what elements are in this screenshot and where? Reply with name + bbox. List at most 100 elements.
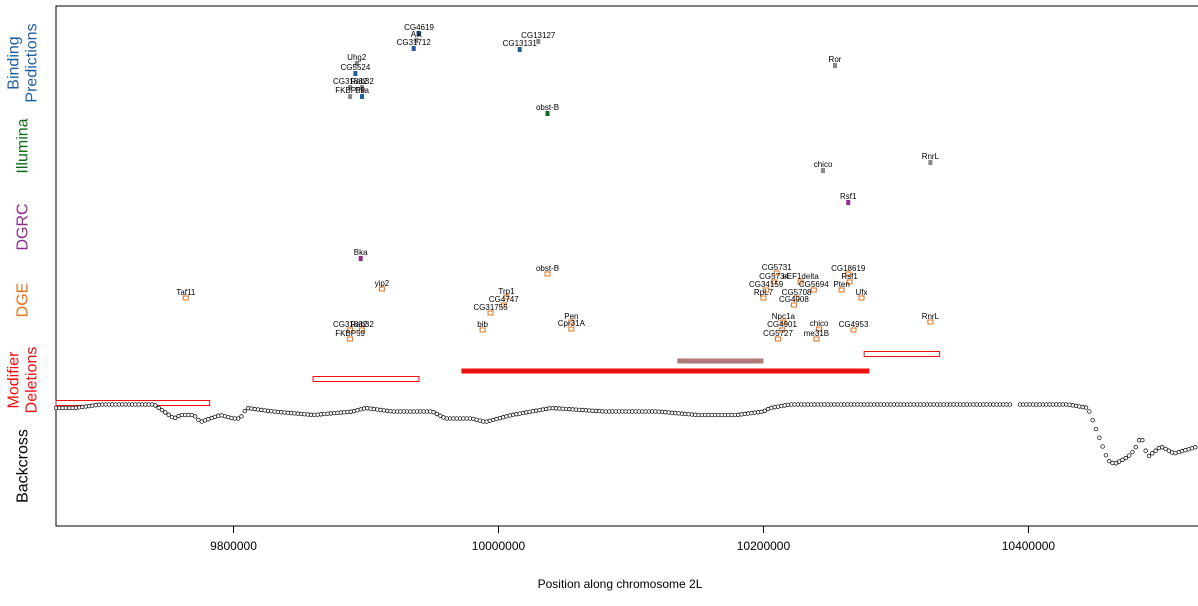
track-label-binding: Predictions [24,23,41,102]
gene-marker [359,327,366,333]
backcross-point [438,413,443,418]
backcross-point [762,408,767,413]
gene-label: CG5524 [341,63,371,72]
backcross-point [1133,445,1138,450]
backcross-point [156,405,161,410]
track-label-modifier: Modifier [6,351,23,409]
track-label-modifier: Deletions [24,347,41,414]
gene-label: Alk [411,30,423,39]
backcross-point [163,410,168,415]
backcross-point [1007,402,1013,407]
gene-marker [780,319,787,325]
gene-label: CG5708 [782,288,812,297]
backcross-point [1163,446,1168,452]
gene-marker [411,46,416,51]
deletion-bar [461,368,870,374]
gene-marker [517,47,522,52]
gene-marker [414,38,419,43]
gene-marker [568,326,575,332]
gene-label: CG4747 [489,295,519,304]
gene-label: CG5734 [759,272,789,281]
gene-label: Pka [355,86,369,95]
gene-marker [544,271,551,277]
gene-label: CG5694 [799,280,829,289]
backcross-point [153,403,158,408]
gene-marker [816,326,823,332]
gene-marker [813,336,820,342]
gene-marker [790,302,797,308]
gene-label: Uhg2 [347,53,367,62]
x-axis-title: Position along chromosome 2L [538,577,703,591]
gene-marker [797,279,804,285]
backcross-point [1153,448,1158,453]
track-label-dgrc: DGRC [15,203,32,250]
plot-frame [55,5,1198,527]
gene-marker [348,85,353,90]
gene-marker [771,279,778,285]
gene-marker [793,295,800,301]
backcross-point [1160,445,1165,450]
gene-label: CG31712 [397,38,432,47]
gene-label: Rsf1 [841,272,858,281]
gene-label: RnrL [922,312,940,321]
backcross-point [239,414,244,419]
track-label-backcross: Backcross [15,429,32,503]
backcross-point [1140,438,1145,443]
gene-label: Rab32 [350,77,374,86]
gene-label: Pten [833,280,849,289]
gene-label: RpL7 [754,288,774,297]
gene-marker [773,270,780,276]
backcross-point [242,409,247,414]
gene-label: Rsf1 [840,192,857,201]
gene-label: Rab32 [350,320,374,329]
gene-marker [503,294,510,300]
gene-label: RnrL [922,152,940,161]
gene-marker [347,327,354,333]
gene-label: Pen [564,312,578,321]
backcross-point [1117,459,1122,464]
gene-label: CG4953 [839,320,869,329]
gene-label: obst-B [536,264,559,273]
gene-marker [354,61,359,66]
deletion-bar [677,358,764,364]
backcross-point [431,410,436,415]
gene-label: FKBP59 [335,86,365,95]
gene-label: chico [814,160,833,169]
gene-label: CG34159 [749,280,784,289]
backcross-point [1113,461,1119,466]
gene-marker [378,286,385,292]
gene-label: chico [810,319,829,328]
gene-label: Ufx [855,288,867,297]
gene-marker [500,302,507,308]
gene-label: CG31832 [333,77,368,86]
x-axis: 9800000 10000000 10200000 10400000 [210,526,1055,553]
gene-marker [536,39,541,44]
gene-marker [779,327,786,333]
gene-marker [821,168,826,173]
gene-marker [775,336,782,342]
backcross-point [192,414,198,419]
gene-label: Taf11 [176,288,196,297]
gene-label: CG4908 [779,295,809,304]
x-tick-label: 10000000 [472,539,526,553]
gene-marker [846,200,851,205]
gene-label: Ror [829,55,842,64]
backcross-point [1120,457,1125,462]
gene-marker [845,271,852,277]
gene-marker [360,85,365,90]
backcross-point [1090,418,1095,423]
gene-marker [347,336,354,342]
gene-label: me31B [804,329,829,338]
gene-marker [927,319,934,325]
gene-label: CG5727 [763,329,793,338]
gene-marker [928,160,933,165]
gene-marker [810,287,817,293]
gene-marker [360,94,365,99]
gene-label: CG31755 [473,303,508,312]
gene-label: CG13127 [521,31,556,40]
backcross-point [1130,449,1135,455]
backcross-point [1123,455,1128,461]
backcross-point [1143,448,1148,453]
gene-label: obst-B [536,103,559,112]
